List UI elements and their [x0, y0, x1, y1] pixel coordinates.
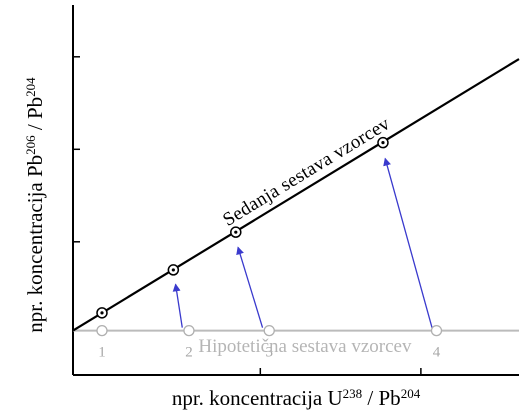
data-points — [96, 136, 443, 337]
hypothetical-series-label: Hipotetična sestava vzorcev — [198, 336, 412, 357]
present-point-dot-2 — [171, 268, 175, 272]
present-series-label: Sedanja sestava vzorcev — [219, 113, 394, 231]
axes — [72, 5, 519, 376]
x-axis-label: npr. koncentracija U238 / Pb204 — [172, 386, 421, 411]
present-point-dot-4 — [381, 141, 385, 145]
arrows — [172, 157, 433, 328]
arrow-4 — [383, 157, 433, 328]
hypothetical-point-label-4: 4 — [433, 345, 441, 361]
hypothetical-point-3 — [263, 324, 275, 337]
arrow-2 — [172, 283, 183, 328]
y-axis-label: npr. koncentracija Pb206 / Pb204 — [23, 77, 48, 333]
text-labels: 1 2 3 4 Sedanja sestava vzorcev Hipotetična s… — [23, 77, 441, 410]
hypothetical-point-1 — [96, 324, 108, 337]
present-composition-line — [72, 58, 520, 332]
hypothetical-point-4 — [430, 324, 443, 337]
present-point-dot-3 — [234, 230, 238, 234]
series-lines — [72, 58, 520, 332]
hypothetical-point-2 — [183, 324, 195, 337]
present-point-dot-1 — [100, 311, 104, 315]
hypothetical-point-label-3: 3 — [265, 345, 273, 361]
hypothetical-point-label-1: 1 — [98, 345, 106, 361]
arrow-3 — [236, 246, 264, 328]
hypothetical-point-label-2: 2 — [185, 345, 193, 361]
